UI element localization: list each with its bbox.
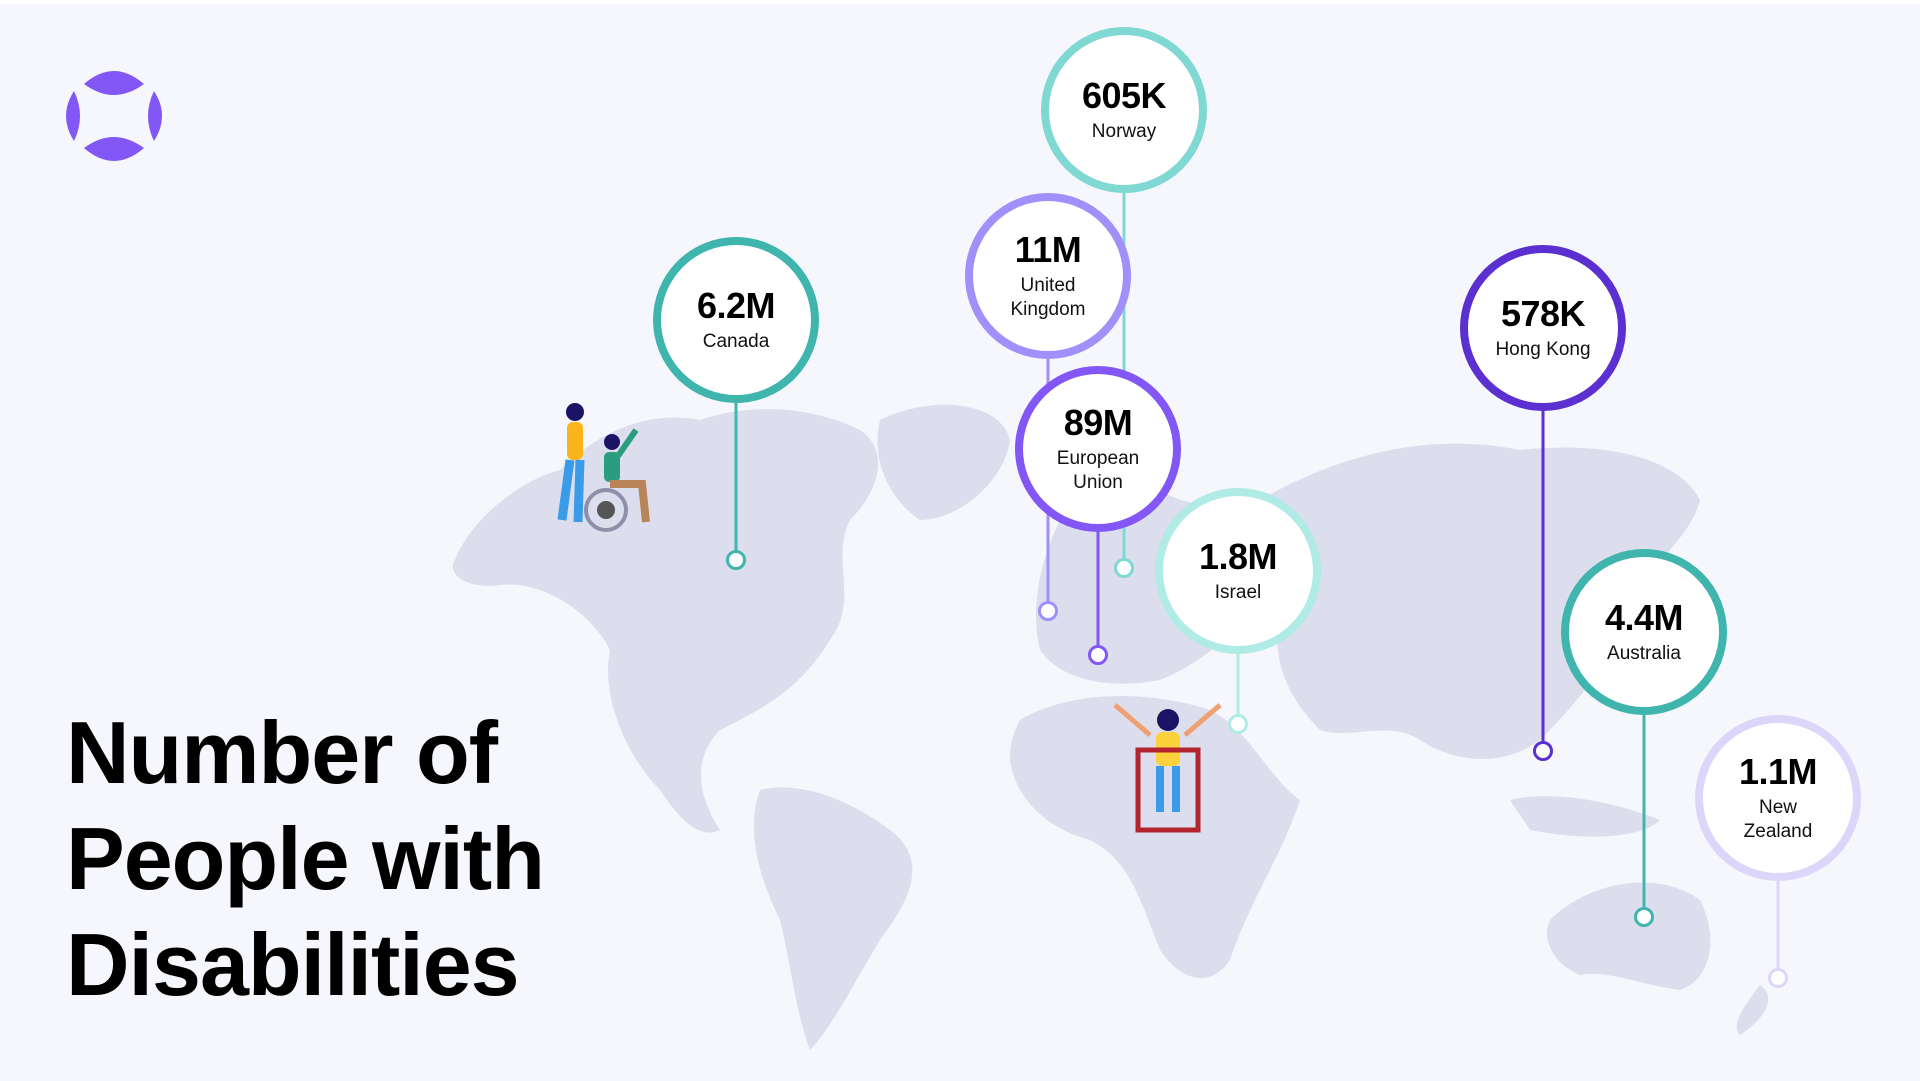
stat-bubble-hongkong: 578K Hong Kong — [1460, 245, 1626, 411]
stat-connector-hongkong — [1541, 328, 1545, 751]
stat-bubble-uk: 11M United Kingdom — [965, 193, 1131, 359]
stat-connector-norway — [1122, 110, 1126, 568]
brand-logo-icon — [66, 71, 162, 161]
stat-connector-newzealand — [1776, 798, 1780, 978]
stat-value: 4.4M — [1604, 597, 1684, 638]
stat-label: Canada — [702, 331, 770, 352]
title-line-3: Disabilities — [66, 915, 520, 1014]
southeast-asia-islands — [1510, 796, 1660, 837]
south-america-landmass — [753, 787, 913, 1050]
top-border — [0, 0, 1920, 4]
stat-label: European Union — [1056, 448, 1140, 493]
wheelchair-user-illustration — [1113, 703, 1222, 833]
location-marker-newzealand — [1768, 968, 1788, 988]
stat-value: 11M — [1014, 229, 1082, 270]
location-marker-israel — [1228, 714, 1248, 734]
location-marker-australia — [1634, 907, 1654, 927]
stat-connector-canada — [734, 320, 738, 560]
title-line-2: People with — [66, 809, 545, 908]
new-zealand-landmass — [1736, 985, 1769, 1035]
location-marker-eu — [1088, 645, 1108, 665]
stat-bubble-canada: 6.2M Canada — [653, 237, 819, 403]
stat-bubble-australia: 4.4M Australia — [1561, 549, 1727, 715]
location-marker-norway — [1114, 558, 1134, 578]
stat-connector-australia — [1642, 632, 1646, 917]
stat-bubble-norway: 605K Norway — [1041, 27, 1207, 193]
stat-value: 6.2M — [696, 285, 776, 326]
stat-label: Norway — [1091, 121, 1157, 142]
location-marker-uk — [1038, 601, 1058, 621]
stat-value: 1.1M — [1738, 751, 1818, 792]
stat-value: 89M — [1063, 402, 1133, 443]
stat-label: New Zealand — [1743, 797, 1813, 842]
stat-label: Israel — [1214, 582, 1262, 603]
stat-value: 578K — [1500, 293, 1586, 334]
stat-label: Hong Kong — [1495, 339, 1591, 360]
location-marker-canada — [726, 550, 746, 570]
greenland-landmass — [877, 404, 1010, 520]
stat-bubble-israel: 1.8M Israel — [1155, 488, 1321, 654]
stat-bubble-newzealand: 1.1M New Zealand — [1695, 715, 1861, 881]
stat-connector-eu — [1096, 449, 1100, 655]
stat-bubble-eu: 89M European Union — [1015, 366, 1181, 532]
wheelchair-pair-illustration — [557, 403, 650, 532]
title-line-1: Number of — [66, 703, 498, 802]
stat-label: Australia — [1607, 643, 1681, 664]
stat-label: United Kingdom — [1010, 275, 1086, 320]
page-title: Number of People with Disabilities — [66, 700, 545, 1018]
stat-value: 1.8M — [1198, 536, 1278, 577]
australia-landmass — [1546, 882, 1711, 990]
location-marker-hongkong — [1533, 741, 1553, 761]
africa-landmass — [1010, 696, 1300, 979]
stat-value: 605K — [1081, 75, 1167, 116]
